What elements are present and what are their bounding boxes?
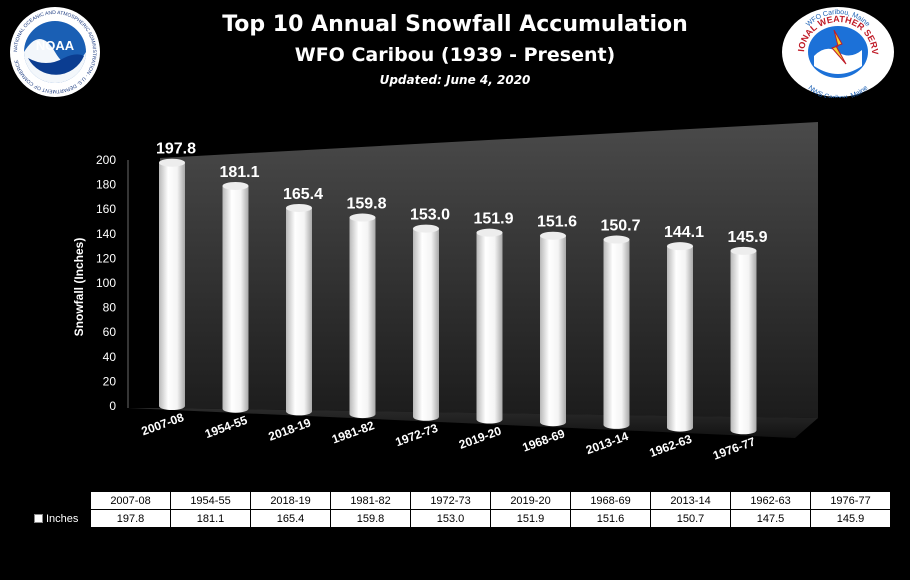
data-label: 150.7: [600, 218, 640, 235]
table-cell: 151.9: [490, 509, 571, 528]
table-header-cell: 1962-63: [730, 491, 811, 510]
data-label: 159.8: [346, 196, 386, 213]
y-tick-label: 120: [96, 251, 116, 265]
noaa-logo-text: NOAA: [36, 38, 75, 53]
bar-top: [222, 181, 249, 190]
bar: [667, 242, 693, 432]
y-tick-label: 0: [109, 399, 116, 413]
bar-body: [730, 250, 757, 435]
x-tick-label: 1954-55: [203, 413, 249, 441]
table-row: Inches 197.8 181.1 165.4 159.8 153.0 151.9 151…: [30, 509, 891, 528]
x-tick-label: 1968-69: [521, 426, 567, 454]
bar-top: [476, 228, 503, 237]
table-header-cell: 1972-73: [410, 491, 491, 510]
bar-top: [286, 203, 312, 212]
bar: [222, 181, 249, 413]
table-header-cell: 2013-14: [650, 491, 731, 510]
y-tick-label: 60: [103, 325, 117, 339]
data-label: 197.8: [156, 141, 196, 158]
bar-chart: 0 20 40 60 80 100 120 140 160 180 200 197.8 181.1 16…: [72, 122, 818, 463]
x-tick-label: 2018-19: [267, 415, 313, 443]
table-header-cell: 2007-08: [90, 491, 171, 510]
y-axis-title: Snowfall (Inches): [72, 238, 86, 337]
table-cell: 181.1: [170, 509, 251, 528]
table-header-row: 2007-08 1954-55 2018-19 1981-82 1972-73 2019-…: [30, 491, 891, 510]
table-cell: 145.9: [810, 509, 891, 528]
bar: [413, 224, 439, 421]
data-label: 145.9: [727, 229, 767, 246]
bar: [476, 228, 503, 424]
x-tick-label: 2019-20: [457, 424, 503, 452]
y-tick-label: 140: [96, 227, 116, 241]
table-cell: 147.5: [730, 509, 811, 528]
data-label: 181.1: [219, 164, 259, 181]
data-table: 2007-08 1954-55 2018-19 1981-82 1972-73 2019-…: [30, 491, 891, 528]
noaa-logo: NOAA NATIONAL OCEANIC AND ATMOSPHERIC AD…: [10, 7, 100, 97]
table-cell: 165.4: [250, 509, 331, 528]
bar-top: [159, 158, 185, 167]
data-label: 144.1: [664, 224, 704, 241]
bar: [540, 231, 566, 427]
y-tick-label: 80: [103, 301, 117, 315]
y-tick-label: 200: [96, 153, 116, 167]
table-header-cell: 1968-69: [570, 491, 651, 510]
table-corner: [30, 491, 91, 510]
y-tick-label: 40: [103, 350, 117, 364]
x-tick-label: 1976-77: [711, 434, 757, 462]
table-cell: 197.8: [90, 509, 171, 528]
bar-body: [603, 239, 630, 429]
y-tick-label: 160: [96, 202, 116, 216]
table-cell: 153.0: [410, 509, 491, 528]
y-tick-label: 180: [96, 178, 116, 192]
x-tick-label: 1972-73: [394, 421, 440, 449]
bar-top: [413, 224, 439, 233]
data-label: 153.0: [410, 207, 450, 224]
table-header-cell: 1954-55: [170, 491, 251, 510]
bar-top: [349, 213, 376, 222]
data-label: 151.9: [473, 211, 513, 228]
bar-body: [667, 246, 693, 432]
table-header-cell: 1981-82: [330, 491, 411, 510]
bar: [730, 246, 757, 435]
bar-body: [540, 235, 566, 427]
bar-body: [413, 228, 439, 421]
legend-label: Inches: [46, 512, 79, 525]
bar-top: [730, 246, 757, 255]
legend-swatch: [34, 514, 43, 524]
chart-floor: [128, 408, 818, 438]
bar-body: [222, 185, 249, 413]
table-header-cell: 1976-77: [810, 491, 891, 510]
bar-top: [603, 235, 630, 244]
x-tick-label: 1981-82: [330, 418, 376, 446]
bar-body: [349, 217, 376, 419]
legend-cell: Inches: [30, 509, 91, 528]
data-label: 151.6: [537, 214, 577, 231]
bar: [286, 203, 312, 416]
bar: [349, 213, 376, 419]
bar-body: [476, 232, 503, 424]
x-tick-label: 2013-14: [584, 429, 630, 457]
bar-top: [540, 231, 566, 240]
bar: [603, 235, 630, 429]
bar-body: [286, 207, 312, 416]
updated-date: Updated: June 4, 2020: [379, 73, 531, 87]
y-tick-labels: 0 20 40 60 80 100 120 140 160 180 200: [96, 153, 116, 413]
bar: [159, 158, 185, 410]
table-header-cell: 2019-20: [490, 491, 571, 510]
bar-top: [667, 242, 693, 251]
bars: 197.8 181.1 165.4 159.8 153.0 151.9 151.6 150.7…: [156, 141, 768, 435]
table-header-cell: 2018-19: [250, 491, 331, 510]
y-tick-label: 100: [96, 276, 116, 290]
chart-title: Top 10 Annual Snowfall Accumulation: [222, 12, 688, 37]
y-tick-label: 20: [103, 374, 117, 388]
x-tick-label: 2007-08: [140, 410, 186, 438]
x-tick-label: 1962-63: [648, 432, 694, 460]
table-cell: 150.7: [650, 509, 731, 528]
table-cell: 151.6: [570, 509, 651, 528]
data-label: 165.4: [283, 186, 323, 203]
bar-body: [159, 162, 185, 410]
table-cell: 159.8: [330, 509, 411, 528]
chart-subtitle: WFO Caribou (1939 - Present): [294, 44, 616, 66]
nws-logo: WFO Caribou, Maine NATIONAL WEATHER SERV…: [778, 4, 894, 98]
